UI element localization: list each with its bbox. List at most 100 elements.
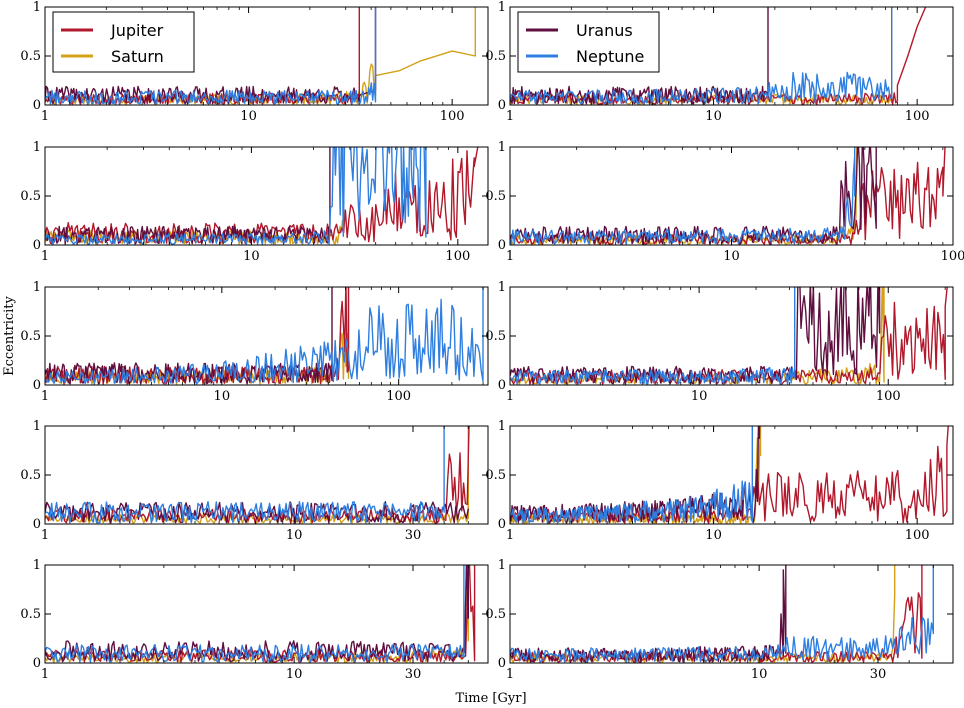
y-tick-label: 0.5: [485, 189, 506, 204]
x-axis-title: Time [Gyr]: [455, 691, 526, 706]
y-tick-label: 1: [498, 280, 506, 295]
series-saturn-line: [45, 147, 345, 245]
x-tick-label: 100: [905, 109, 930, 124]
x-tick-label: 1: [506, 528, 514, 543]
series-uranus-line: [510, 287, 881, 385]
y-tick-label: 0: [498, 98, 506, 113]
y-tick-label: 1: [33, 558, 41, 573]
series-neptune-line: [510, 426, 753, 524]
x-tick-label: 10: [243, 249, 260, 264]
panel-2: 1 10 100 0 0.5 1: [485, 0, 954, 124]
x-tick-label: 100: [386, 389, 411, 404]
x-tick-label: 100: [445, 249, 470, 264]
y-tick-label: 1: [498, 140, 506, 155]
x-tick-label: 10: [286, 667, 303, 682]
x-tick-label: 10: [214, 389, 231, 404]
series-neptune-line: [510, 287, 796, 385]
x-tick-label: 30: [870, 667, 887, 682]
panel-1: 1 10 100 0 0.5 1: [20, 0, 489, 124]
x-tick-label: 100: [905, 528, 930, 543]
y-tick-label: 0: [33, 98, 41, 113]
series-jupiter-line: [510, 147, 946, 245]
series-uranus-line: [510, 147, 877, 245]
panel-8: 1 10 100 0 0.5 1: [485, 419, 954, 543]
y-tick-label: 0.5: [485, 49, 506, 64]
y-tick-label: 1: [498, 419, 506, 434]
legend-label-neptune: Neptune: [576, 47, 644, 66]
x-tick-label: 100: [941, 249, 964, 264]
legend-box: [52, 11, 195, 73]
x-tick-label: 30: [405, 667, 422, 682]
y-tick-label: 0: [33, 238, 41, 253]
legend-1: Jupiter Saturn: [52, 11, 195, 73]
y-tick-label: 0.5: [20, 49, 41, 64]
series-saturn-line: [510, 147, 859, 245]
series-neptune-line: [45, 147, 427, 245]
y-tick-label: 0.5: [20, 329, 41, 344]
y-tick-label: 1: [33, 140, 41, 155]
series-uranus-line: [45, 147, 331, 245]
y-tick-label: 0.5: [485, 468, 506, 483]
x-tick-label: 10: [723, 249, 740, 264]
x-tick-label: 30: [405, 528, 422, 543]
x-tick-label: 1: [506, 667, 514, 682]
series-jupiter-line: [45, 287, 350, 385]
y-tick-label: 0.5: [485, 607, 506, 622]
x-tick-label: 1: [41, 667, 49, 682]
series-neptune-line: [510, 565, 934, 663]
y-tick-label: 1: [33, 419, 41, 434]
y-tick-label: 0: [498, 656, 506, 671]
y-tick-label: 0: [33, 517, 41, 532]
y-tick-label: 1: [33, 0, 41, 15]
panel-9: 1 10 30 0 0.5 1: [20, 558, 489, 682]
x-tick-label: 1: [41, 528, 49, 543]
y-tick-label: 1: [498, 0, 506, 15]
x-tick-label: 1: [41, 249, 49, 264]
panel-5: 1 10 100 0 0.5 1: [20, 280, 489, 404]
x-tick-label: 1: [506, 109, 514, 124]
y-tick-label: 0.5: [20, 189, 41, 204]
x-tick-label: 10: [286, 528, 303, 543]
x-tick-label: 10: [691, 389, 708, 404]
series-uranus-line: [45, 565, 469, 663]
series-uranus-line: [45, 501, 469, 524]
y-tick-label: 0: [498, 378, 506, 393]
y-axis-title: Eccentricity: [2, 295, 17, 375]
series-neptune-line: [510, 7, 893, 105]
x-tick-label: 100: [440, 109, 465, 124]
legend-label-jupiter: Jupiter: [110, 21, 164, 40]
y-tick-label: 0.5: [20, 468, 41, 483]
x-tick-label: 1: [41, 109, 49, 124]
y-tick-label: 0: [498, 517, 506, 532]
y-tick-label: 0: [33, 656, 41, 671]
x-tick-label: 1: [506, 389, 514, 404]
legend-label-saturn: Saturn: [111, 47, 164, 66]
series-uranus-line: [510, 426, 762, 524]
legend-2: Uranus Neptune: [517, 11, 660, 73]
series-jupiter-line: [510, 565, 923, 663]
series-uranus-line: [510, 565, 787, 663]
panel-7: 1 10 30 0 0.5 1: [20, 419, 489, 543]
x-tick-label: 1: [41, 389, 49, 404]
panel-4: 1 10 100 0 0.5 1: [485, 140, 964, 264]
legend-box: [517, 11, 660, 73]
panel-3: 1 10 100 0 0.5 1: [20, 140, 489, 264]
series-neptune-line: [45, 7, 377, 105]
y-tick-label: 1: [33, 280, 41, 295]
y-tick-label: 0.5: [485, 329, 506, 344]
y-tick-label: 1: [498, 558, 506, 573]
panel-10: 1 10 30 0 0.5 1: [485, 558, 954, 682]
series-neptune-line: [45, 426, 445, 524]
x-tick-label: 10: [705, 528, 722, 543]
panel-6: 1 10 100 0 0.5 1: [485, 280, 954, 404]
y-tick-label: 0.5: [20, 607, 41, 622]
y-tick-label: 0: [498, 238, 506, 253]
x-tick-label: 1: [506, 249, 514, 264]
y-tick-label: 0: [33, 378, 41, 393]
legend-label-uranus: Uranus: [576, 21, 633, 40]
x-tick-label: 10: [705, 109, 722, 124]
x-tick-label: 10: [751, 667, 768, 682]
x-tick-label: 100: [876, 389, 901, 404]
series-neptune-line: [45, 287, 484, 385]
